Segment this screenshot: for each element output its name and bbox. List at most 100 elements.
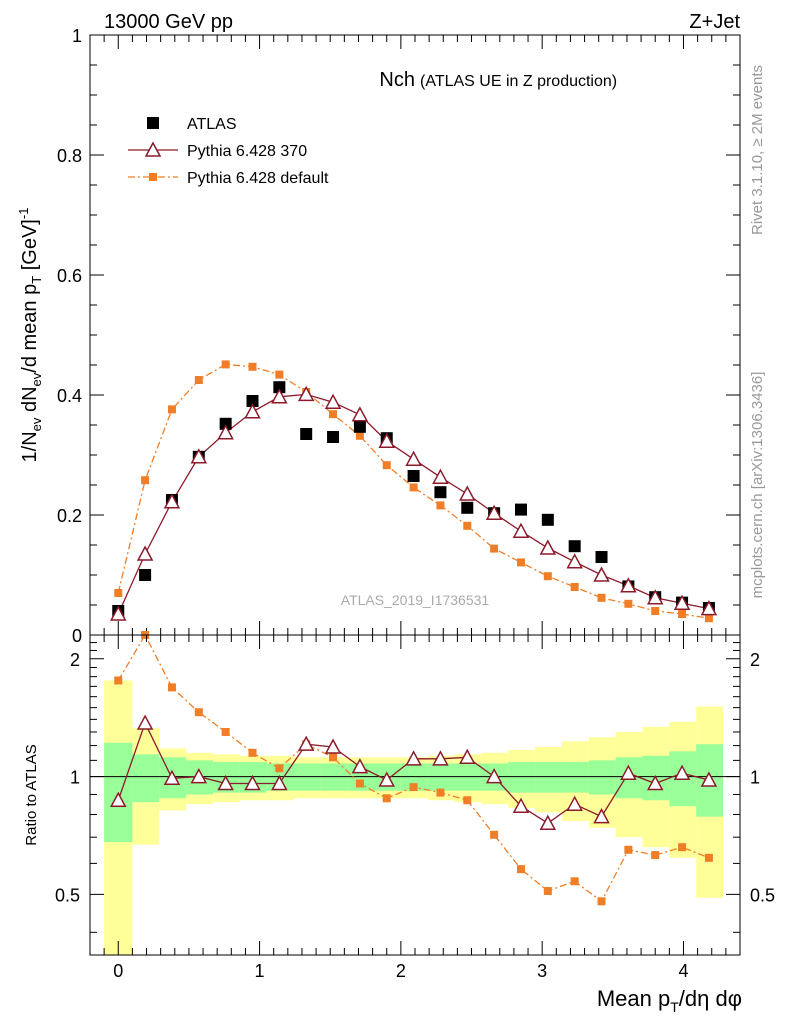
pythia-default-point — [651, 607, 660, 615]
ratio-pythia-370-point — [136, 714, 154, 730]
pythia-370-point — [405, 450, 422, 466]
ratio-pythia-370-point — [110, 791, 127, 807]
pythia-default-point — [624, 599, 633, 608]
pythia-370-point — [271, 388, 288, 404]
main-plot-panel: 0 0.2 0.4 0.6 0.8 1 Nch (ATLAS UE in Z produc… — [16, 26, 741, 646]
pythia-370-point — [673, 594, 691, 610]
atlas-data-point — [353, 420, 366, 433]
legend-label-atlas: ATLAS — [187, 116, 237, 133]
atlas-data-point — [434, 486, 447, 499]
pythia-default-point — [275, 370, 284, 379]
ratio-pythia-default-point — [704, 853, 713, 862]
pythia-default-point — [463, 521, 472, 530]
x-tick-label: 0 — [113, 961, 123, 981]
x-tick-label: 3 — [537, 961, 547, 981]
plot-title: Nch — [379, 69, 415, 91]
ratio-pythia-370-point — [646, 774, 664, 791]
pythia-370-point — [539, 539, 557, 555]
pythia-370-point — [646, 589, 664, 605]
pythia-370-point — [566, 553, 583, 569]
ratio-pythia-370-point — [217, 774, 234, 791]
legend-label-pythia-370: Pythia 6.428 370 — [187, 143, 307, 160]
ratio-y-tick-label: 1 — [70, 768, 80, 788]
ratio-y-tick-label-right: 1 — [750, 768, 760, 788]
pythia-default-point — [382, 461, 391, 470]
ratio-axis-ticks: 0.5 0.5 1 1 2 2 0 1 2 3 4 — [55, 635, 775, 981]
x-axis-label: Mean pT/dη dφ — [597, 986, 742, 1015]
pythia-default-point — [490, 544, 499, 553]
pythia-370-point — [700, 600, 718, 616]
ratio-pythia-370-point — [351, 758, 369, 774]
energy-label: 13000 GeV pp — [104, 11, 233, 33]
ratio-pythia-default-point — [409, 783, 418, 792]
atlas-data-point — [139, 569, 152, 581]
ratio-plot-panel: 0.5 0.5 1 1 2 2 0 1 2 3 4 Ratio to ATLAS Mean pT/d… — [23, 631, 775, 1015]
pythia-370-point — [378, 432, 395, 448]
x-tick-label: 2 — [396, 961, 406, 981]
atlas-data-point — [568, 540, 581, 553]
pythia-370-point — [110, 605, 127, 621]
pythia-370-point — [163, 493, 181, 509]
pythia-370-point — [217, 424, 234, 440]
ratio-pythia-370-point — [432, 750, 449, 766]
main-y-tick-label: 0.6 — [57, 266, 82, 286]
process-label: Z+Jet — [689, 11, 740, 33]
ratio-pythia-370-point — [485, 767, 503, 784]
ratio-pythia-370-point — [539, 814, 557, 830]
atlas-data-point — [246, 395, 259, 407]
main-y-axis-label: 1/Nev dNev/d mean pT [GeV]-1 — [16, 208, 44, 463]
pythia-default-point — [221, 360, 230, 369]
ratio-pythia-370-point — [297, 735, 315, 751]
atlas-data-point — [541, 513, 554, 526]
ratio-y-tick-label-right: 2 — [750, 650, 760, 670]
pythia-370-point — [620, 577, 637, 593]
legend-marker-pythia-default — [149, 173, 157, 181]
ratio-pythia-default-point — [543, 887, 552, 896]
legend-marker-pythia-370 — [144, 141, 162, 157]
atlas-data-point — [595, 551, 608, 563]
pythia-default-point — [114, 589, 123, 597]
ratio-pythia-370-point — [163, 769, 181, 786]
ratio-pythia-default-point — [678, 843, 687, 852]
pythia-default-point — [329, 410, 338, 419]
pythia-default-line — [117, 363, 710, 619]
pythia-default-point — [436, 501, 445, 510]
main-y-tick-label: 0.8 — [57, 146, 82, 166]
ratio-pythia-default-point — [463, 796, 472, 805]
pythia-370-point — [351, 406, 369, 422]
ratio-pythia-default-point — [329, 753, 338, 762]
ratio-pythia-default-point — [382, 794, 391, 803]
pythia-default-point — [248, 362, 257, 371]
legend-marker-atlas — [147, 117, 159, 129]
pythia-default-point — [167, 405, 176, 414]
ratio-band-green — [454, 763, 482, 791]
ratio-band-green — [132, 754, 160, 803]
ratio-y-tick-label-right: 0.5 — [750, 885, 775, 905]
ratio-band-green — [427, 763, 455, 791]
ratio-pythia-370-point — [512, 797, 530, 813]
pythia-370-point — [190, 448, 208, 464]
ratio-band-green — [508, 761, 536, 793]
ratio-uncertainty-bands — [90, 680, 740, 955]
atlas-data-point — [407, 470, 420, 482]
ratio-pythia-370-point — [271, 774, 288, 791]
ratio-pythia-default-point — [651, 851, 660, 860]
pythia-default-point — [543, 572, 552, 581]
ratio-pythia-370-point — [593, 808, 610, 824]
ratio-pythia-default-point — [194, 708, 203, 717]
atlas-data-point — [514, 503, 527, 516]
pythia-default-point — [409, 483, 418, 492]
pythia-370-point — [244, 403, 261, 419]
ratio-pythia-default-point — [597, 897, 606, 906]
analysis-id-label: ATLAS_2019_I1736531 — [341, 592, 490, 608]
main-series-layer — [110, 360, 718, 623]
ratio-pythia-default-point — [436, 788, 445, 797]
ratio-y-tick-label: 2 — [70, 650, 80, 670]
pythia-370-point — [459, 485, 476, 501]
ratio-series-layer — [110, 631, 718, 906]
pythia-370-point — [297, 385, 315, 402]
ratio-y-tick-label: 0.5 — [55, 885, 80, 905]
pythia-default-point — [597, 593, 606, 602]
pythia-default-point — [678, 610, 687, 618]
